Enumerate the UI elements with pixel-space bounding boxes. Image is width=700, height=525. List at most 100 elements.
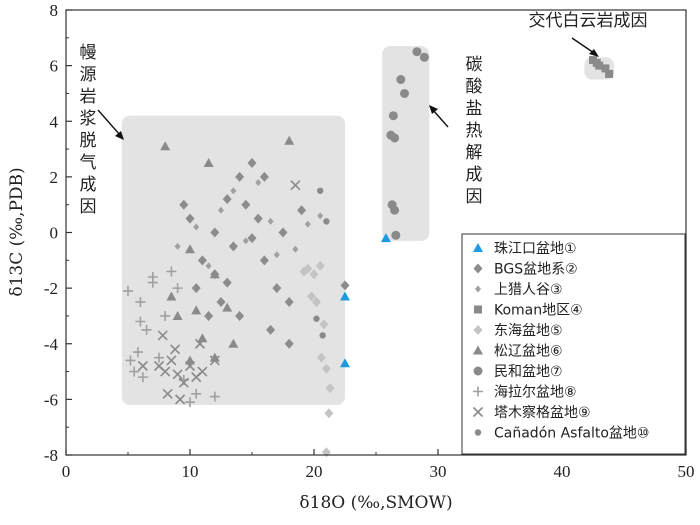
legend-label: 上猎人谷③ (494, 282, 563, 298)
x-tick-label: 20 (306, 462, 323, 481)
series-8 (137, 180, 301, 405)
data-point (259, 255, 269, 266)
data-point (166, 266, 177, 277)
data-point (396, 75, 406, 85)
data-point (273, 251, 280, 259)
legend-marker (473, 345, 483, 355)
series-1 (179, 157, 350, 349)
arrow-mantle (97, 109, 124, 140)
data-point (197, 333, 208, 343)
data-point (185, 355, 195, 365)
data-point (323, 218, 330, 225)
data-point (380, 233, 391, 243)
legend-marker (473, 263, 483, 274)
data-point (132, 347, 143, 358)
data-point (209, 269, 220, 279)
data-point (253, 213, 263, 224)
data-point (172, 369, 183, 380)
y-axis-title: δ13C (‰,PDB) (7, 167, 27, 296)
data-point (324, 408, 334, 419)
x-tick-label: 30 (430, 462, 447, 481)
data-point (255, 178, 262, 186)
legend-marker (475, 285, 481, 293)
data-point (319, 332, 326, 339)
data-point (209, 355, 220, 366)
y-tick-label: 8 (50, 1, 59, 20)
series-2 (174, 178, 324, 270)
data-point (166, 291, 177, 301)
points-layer (123, 47, 614, 458)
annotation-dolomite: 交代白云岩成因 (529, 11, 648, 31)
data-point (197, 366, 208, 377)
data-point (137, 372, 148, 383)
data-point (299, 266, 309, 277)
legend-label: Koman地区④ (494, 303, 583, 319)
series-0 (340, 233, 391, 368)
y-tick-label: -4 (44, 335, 59, 354)
data-point (325, 383, 335, 394)
data-point (284, 338, 294, 349)
data-point (235, 310, 245, 321)
data-point (315, 260, 325, 271)
data-point (179, 199, 189, 210)
data-point (247, 233, 257, 244)
annotation-text: 幔源岩浆脱气成因 (80, 43, 97, 217)
legend-label: 海拉尔盆地⑧ (494, 385, 577, 401)
data-point (185, 244, 195, 254)
legend-marker (473, 325, 483, 335)
data-point (174, 242, 181, 250)
data-point (204, 310, 214, 321)
data-point (311, 297, 321, 308)
data-point (191, 388, 202, 399)
x-tick-label: 0 (62, 462, 71, 481)
x-axis: 0 10 20 30 40 50 (62, 449, 695, 481)
data-point (272, 283, 282, 294)
data-point (135, 316, 146, 327)
data-point (135, 297, 146, 308)
legend-label: 珠江口盆地① (494, 241, 577, 257)
x-axis-title: δ18O (‰,SMOW) (299, 493, 452, 513)
data-point (205, 262, 212, 270)
legend-marker (474, 429, 482, 436)
data-point (592, 58, 601, 67)
data-point (178, 377, 189, 388)
data-point (400, 88, 410, 98)
data-point (284, 297, 294, 308)
data-point (388, 111, 398, 121)
x-tick-label: 40 (554, 462, 571, 481)
data-point (125, 355, 136, 366)
data-point (222, 302, 233, 312)
data-point (160, 310, 171, 321)
series-6 (386, 47, 429, 240)
data-point (218, 206, 224, 214)
y-tick-label: 4 (50, 112, 59, 131)
data-point (419, 52, 429, 62)
legend-label: 塔木察格盆地⑨ (494, 404, 591, 421)
series-4 (299, 260, 335, 458)
series-3 (589, 56, 614, 78)
data-point (194, 338, 205, 349)
data-point (292, 245, 299, 253)
data-point (209, 391, 220, 402)
y-tick-label: 0 (50, 224, 59, 243)
data-point (160, 141, 171, 151)
data-point (247, 157, 257, 168)
legend-label: 东海盆地⑤ (494, 323, 563, 339)
data-point (319, 319, 329, 330)
series-9 (313, 187, 330, 339)
legend-marker (473, 243, 483, 252)
x-tick-label: 50 (678, 462, 695, 481)
data-point (203, 157, 214, 167)
legend: 珠江口盆地① BGS盆地系② 上猎人谷③ Koman地区④ 东海盆地⑤ 松辽盆地⑥ 民和盆地… (461, 233, 686, 455)
legend-label: BGS盆地系② (494, 262, 578, 278)
arrow-dolomite (571, 37, 599, 57)
data-point (228, 241, 238, 252)
data-point (317, 212, 324, 220)
y-tick-label: -2 (44, 279, 58, 298)
y-tick-label: 6 (50, 57, 59, 76)
y-tick-label: -6 (44, 390, 58, 409)
legend-marker (473, 366, 483, 376)
data-point (222, 277, 232, 288)
data-point (222, 194, 232, 205)
data-point (316, 352, 326, 363)
